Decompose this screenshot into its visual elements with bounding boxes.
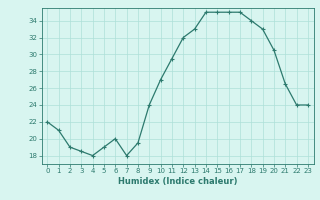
X-axis label: Humidex (Indice chaleur): Humidex (Indice chaleur) (118, 177, 237, 186)
